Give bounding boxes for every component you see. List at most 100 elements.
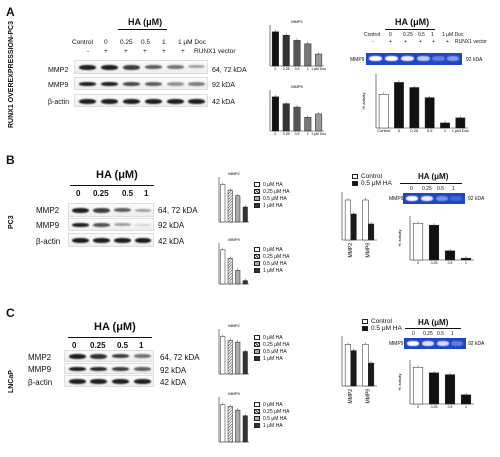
tick-label: 0.5 [295,67,300,71]
b-mmp9-protein-chart: MMP9 [218,237,249,285]
a-col-label: 0.5 [141,39,151,46]
bar [220,249,226,285]
tick-label: 1 [444,128,447,133]
bar [227,189,233,223]
c-ha-line [68,337,152,338]
tick-label: 1 μM Doc [311,132,326,136]
a-zymo-sign: + [419,39,422,45]
b-blot-mmp9 [68,218,154,231]
bar [444,250,456,261]
c-mrna-chart: MMP2 MMP9 [341,336,377,404]
tick-label: 0.25 [283,67,290,71]
a-row-label: MMP2 [48,67,69,74]
bar [350,350,357,387]
panel-c-side-label: LNCaP [8,370,15,393]
b-zymo-ha-header: HA (μM) [418,172,449,181]
legend-item: 0.25 μM HA [263,341,290,348]
a-sign: + [162,48,166,55]
legend-item: 1 μM HA [263,202,283,209]
y-axis-label: % activity [361,93,366,110]
panel-b-side-label: PC3 [8,215,15,229]
c-zymo-kda: 92 kDA [468,341,485,347]
b-col-label: 0 [76,189,81,198]
b-blot-mmp2 [68,203,154,217]
a-col-label: 1 μM Doc [178,39,206,46]
tick-label: MMP2 [348,243,354,258]
chart-title: MMP2 [228,171,240,176]
panel-a-ha-line [118,29,167,30]
tick-label: 0.25 [283,132,290,136]
a-zymo-sign: + [389,39,392,45]
tick-label: 0.25 [431,405,438,409]
b-zymo-col: 0 [410,186,413,192]
bar [315,113,323,132]
a-zymo-col-label: Control [364,32,381,38]
tick-label: MMP2 [348,389,354,404]
bar [293,106,301,132]
b-zymo-row: MMP9 [389,196,404,202]
c-mmp9-protein-chart: MMP9 [218,391,249,443]
tick-label: 1 μM Doc [452,128,469,133]
tick-label: 0.5 [448,405,453,409]
bar [378,94,389,129]
a-sign: + [104,48,108,55]
c-col-label: 0.5 [117,341,129,350]
c-col-label: 0.25 [90,341,106,350]
bar [412,367,424,405]
a-sign: + [181,48,185,55]
tick-label: 0.25 [431,261,438,265]
b-zymo-col: 0.25 [422,186,432,192]
a-kda: 92 kDA [212,82,235,89]
a-col-label: Control [72,39,93,46]
a-zymo-sign: + [432,39,435,45]
bar [428,224,440,261]
chart-title: MMP9 [291,84,303,89]
a-vector-label: RUNX1 vector [194,48,236,55]
bar [242,351,248,375]
bar [242,415,248,443]
c-zymo-col: 0 [412,331,415,337]
a-row-label: β-actin [48,99,70,106]
bar [271,31,279,67]
bar [424,97,435,129]
tick-label: 0.5 [448,261,453,265]
a-row-label: MMP9 [48,82,69,89]
legend-item: Control [361,172,382,180]
bar [460,257,472,261]
tick-label: 1 μM Doc [311,67,326,71]
a-sign: + [124,48,128,55]
tick-label: 1 [307,67,309,71]
panel-a-letter: A [6,5,15,19]
b-row-label: β-actin [36,237,61,246]
bar [394,82,404,129]
bar [412,223,424,261]
bar [235,195,241,223]
legend-item: 0.5 μM HA [263,260,287,267]
panel-c-letter: C [6,306,15,320]
a-zymo-sign: + [404,39,407,45]
c-zymo-row: MMP9 [389,341,404,347]
bar [235,409,241,443]
c-kda: 92 kDA [160,366,187,375]
legend-item: 0 μM HA [263,181,283,188]
a-mmp9-protein-chart: MMP9 0 0.25 0.5 1 1 μM Doc [269,84,326,136]
legend-item: 0.5 μM HA [263,348,287,355]
panel-a-side-label: RUNX1 OVEREXPRESSION-PC3 [8,21,15,128]
tick-label: 0 [274,67,276,71]
bar [235,341,241,375]
c-col-label: 1 [139,341,144,350]
c-col-label: 0 [72,341,77,350]
c-ha-header: HA (μM) [94,321,136,333]
legend-item: 0.25 μM HA [263,253,290,260]
legend-item: 0.5 μM HA [263,195,287,202]
bar [428,372,440,405]
b-blot-actin [68,233,154,247]
c-mmp2-protein-chart: MMP2 [218,323,249,375]
bar [220,184,226,223]
bar [362,344,369,387]
c-zymo-col: 0.5 [437,331,444,337]
a-col-label: 0.25 [120,39,133,46]
legend-item: 0.5 μM HA [361,179,392,187]
bar [235,270,241,285]
c-kda: 42 kDA [160,378,187,387]
